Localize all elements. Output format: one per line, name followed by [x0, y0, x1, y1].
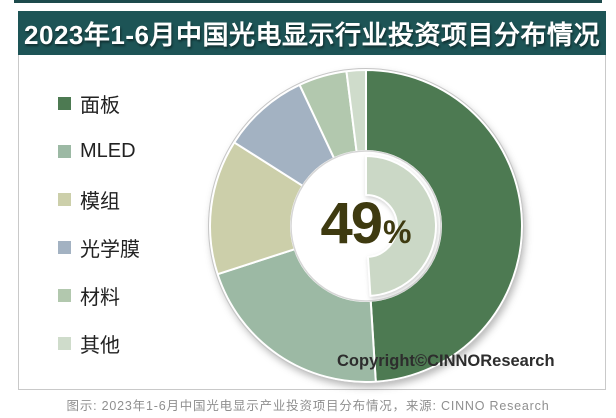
legend-item-materials: 材料: [58, 285, 140, 309]
legend-item-mled: MLED: [58, 140, 140, 162]
legend-swatch-materials: [58, 289, 71, 302]
legend-label-materials: 材料: [80, 287, 120, 309]
legend-label-mled: MLED: [80, 140, 136, 162]
inner-highlight-arc: [365, 155, 437, 297]
legend-item-module: 模组: [58, 189, 140, 213]
chart-legend: 面板 MLED 模组 光学膜 材料 其他: [58, 93, 140, 357]
page-title: 2023年1-6月中国光电显示行业投资项目分布情况: [24, 19, 600, 50]
legend-swatch-panel: [58, 97, 71, 110]
legend-item-panel: 面板: [58, 93, 140, 117]
legend-item-others: 其他: [58, 333, 140, 357]
legend-item-optical-film: 光学膜: [58, 237, 140, 261]
donut-chart: [208, 68, 524, 384]
legend-label-panel: 面板: [80, 95, 120, 117]
figure-caption: 图示: 2023年1-6月中国光电显示产业投资项目分布情况，来源: CINNO …: [66, 398, 550, 413]
legend-swatch-optical-film: [58, 241, 71, 254]
legend-label-module: 模组: [80, 191, 120, 213]
legend-swatch-others: [58, 337, 71, 350]
legend-swatch-mled: [58, 145, 71, 158]
legend-label-others: 其他: [80, 335, 120, 357]
legend-label-optical-film: 光学膜: [80, 239, 140, 261]
copyright-watermark: Copyright©CINNOResearch: [337, 352, 555, 370]
legend-swatch-module: [58, 193, 71, 206]
title-bar: 2023年1-6月中国光电显示行业投资项目分布情况: [18, 11, 606, 55]
top-edge-strip: [14, 0, 602, 3]
